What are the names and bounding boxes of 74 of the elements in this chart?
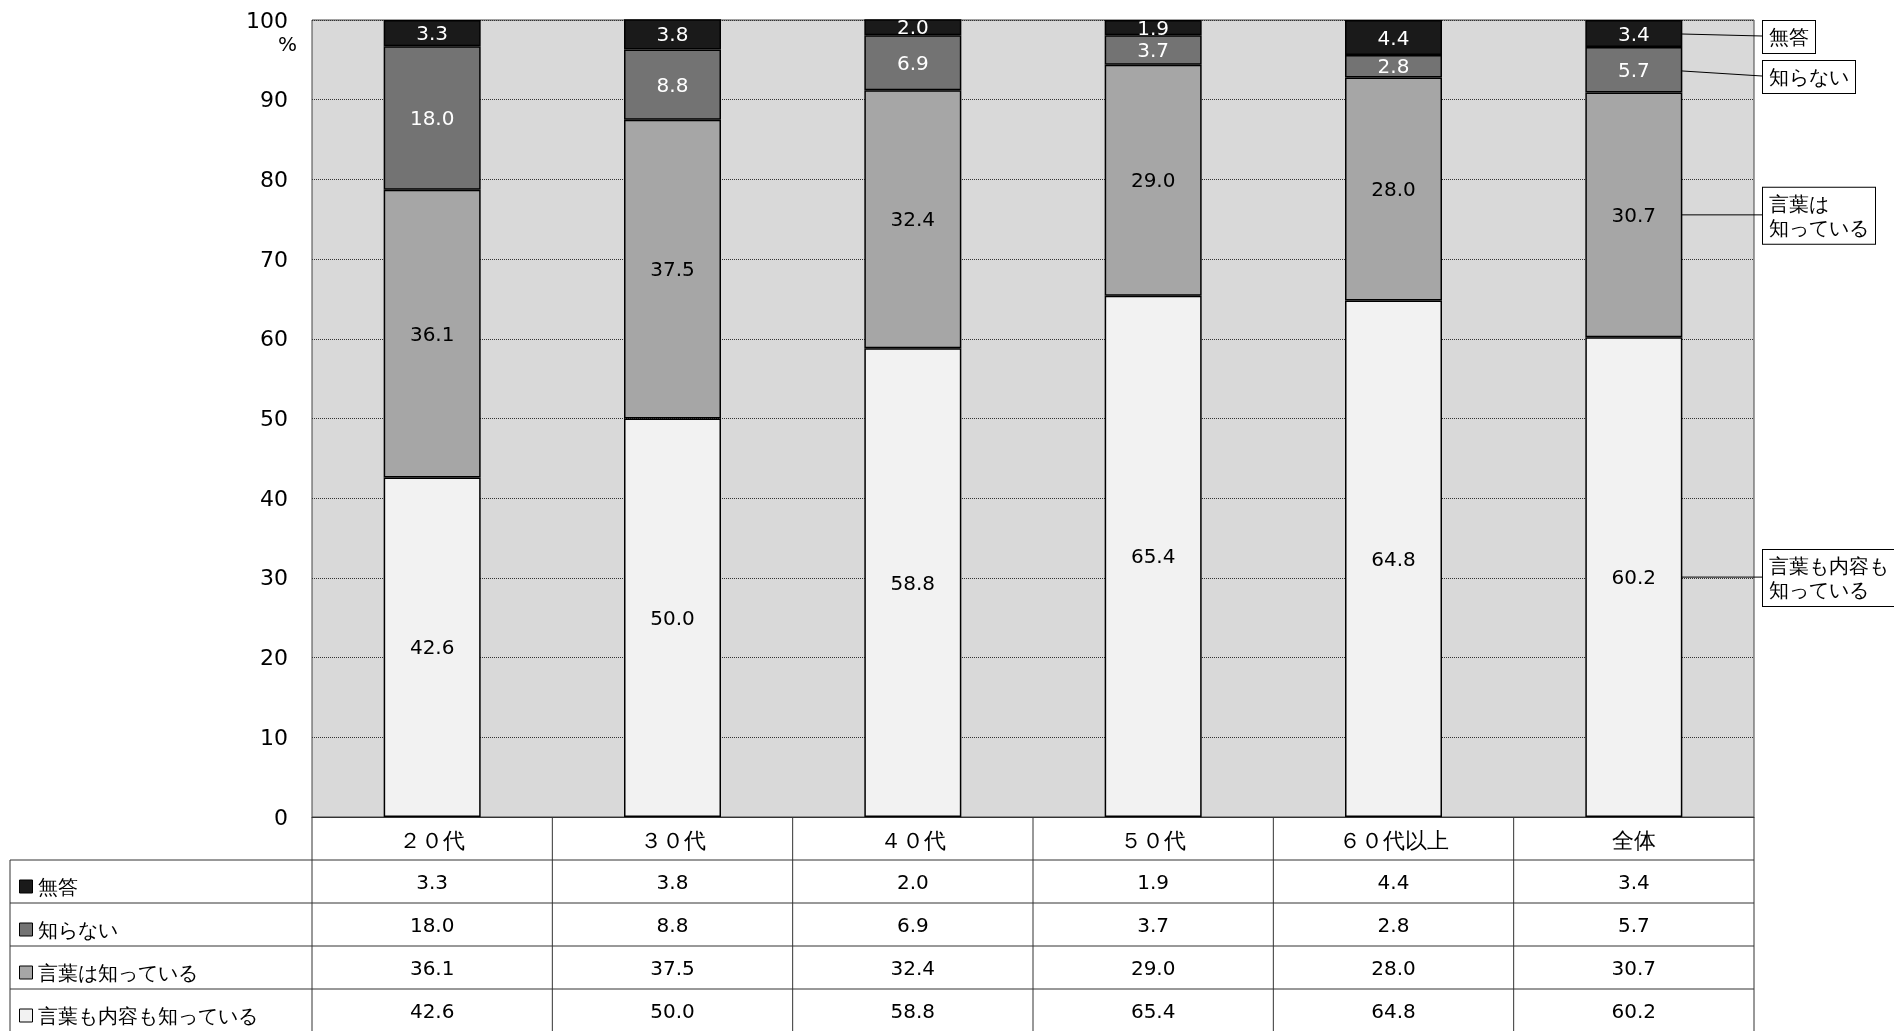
text: 無答: [37, 874, 78, 899]
data-label: 2.0: [896, 869, 929, 894]
text: 65.4: [1130, 544, 1176, 569]
legend-label: 言葉も内容も知っている: [37, 1003, 258, 1028]
text: 8.8: [656, 72, 689, 97]
x-tick-label: ２０代: [399, 827, 466, 853]
data-label: 3.3: [416, 869, 449, 894]
x-tick-label: ６０代以上: [1338, 827, 1449, 853]
data-label: 65.4: [1130, 998, 1176, 1023]
text: 60.2: [1611, 565, 1657, 590]
y-tick-label: 10: [260, 724, 288, 750]
y-tick-label: 0: [274, 804, 288, 830]
text: 2.0: [896, 15, 929, 40]
legend-label: 無答: [1769, 25, 1809, 49]
text: 5.7: [1617, 57, 1650, 82]
data-label: 2.8: [1377, 912, 1410, 937]
y-axis-title: %: [278, 32, 298, 56]
data-label: 4.4: [1377, 869, 1410, 894]
text: 言葉は知っている: [1769, 191, 1869, 240]
text: 2.8: [1377, 54, 1410, 79]
x-tick-label: ３０代: [639, 827, 706, 853]
y-tick-label: 100: [246, 7, 288, 33]
y-tick-label: 60: [260, 326, 288, 352]
data-label: 6.9: [896, 912, 929, 937]
data-label: 64.8: [1371, 998, 1416, 1023]
text: 36.1: [409, 321, 455, 346]
text: 64.8: [1371, 546, 1416, 571]
data-label: 50.0: [650, 998, 695, 1023]
text: 30.7: [1611, 202, 1657, 227]
text: 58.8: [890, 570, 936, 595]
text: 42.6: [409, 635, 455, 660]
text: 28.0: [1371, 176, 1416, 201]
text: 37.5: [650, 257, 695, 282]
text: 3.7: [1137, 37, 1170, 62]
x-tick-label: ４０代: [879, 827, 946, 853]
text: 29.0: [1130, 168, 1176, 193]
text: 1.9: [1137, 15, 1170, 40]
data-label: 3.4: [1617, 869, 1650, 894]
text: 3.3: [416, 21, 449, 46]
y-tick-label: 30: [260, 565, 288, 591]
text: 3.8: [656, 22, 689, 47]
text: 知らない: [37, 917, 118, 942]
y-tick-label: 80: [260, 166, 288, 192]
data-label: 36.1: [409, 955, 455, 980]
y-tick-label: 40: [260, 485, 288, 511]
data-label: 37.5: [650, 955, 695, 980]
legend-label: 言葉は知っている: [37, 960, 198, 985]
y-tick-label: 50: [260, 406, 288, 431]
data-label: 8.8: [656, 912, 689, 937]
data-label: 3.8: [656, 869, 689, 894]
x-tick-label: 全体: [1611, 827, 1656, 853]
y-tick-label: 90: [260, 87, 288, 113]
data-label: 28.0: [1371, 955, 1416, 980]
data-label: 29.0: [1130, 955, 1176, 980]
data-label: 42.6: [409, 998, 455, 1023]
text: 32.4: [890, 207, 936, 232]
data-label: 32.4: [890, 955, 936, 980]
data-label: 18.0: [409, 912, 455, 937]
text: 言葉も内容も知っている: [1769, 554, 1889, 603]
data-label: 5.7: [1617, 912, 1650, 937]
legend-label: 知らない: [1769, 65, 1849, 89]
data-label: 3.7: [1137, 912, 1170, 937]
text: 3.4: [1617, 21, 1650, 46]
x-tick-label: ５０代: [1120, 827, 1187, 853]
text: 6.9: [896, 50, 929, 75]
text: 50.0: [650, 605, 695, 630]
data-label: 58.8: [890, 998, 936, 1023]
y-tick-label: 20: [260, 645, 288, 671]
data-label: 30.7: [1611, 955, 1657, 980]
y-tick-label: 70: [260, 246, 288, 272]
text: 18.0: [409, 106, 455, 131]
data-label: 1.9: [1137, 869, 1170, 894]
data-label: 60.2: [1611, 998, 1657, 1023]
text: 4.4: [1377, 25, 1410, 50]
